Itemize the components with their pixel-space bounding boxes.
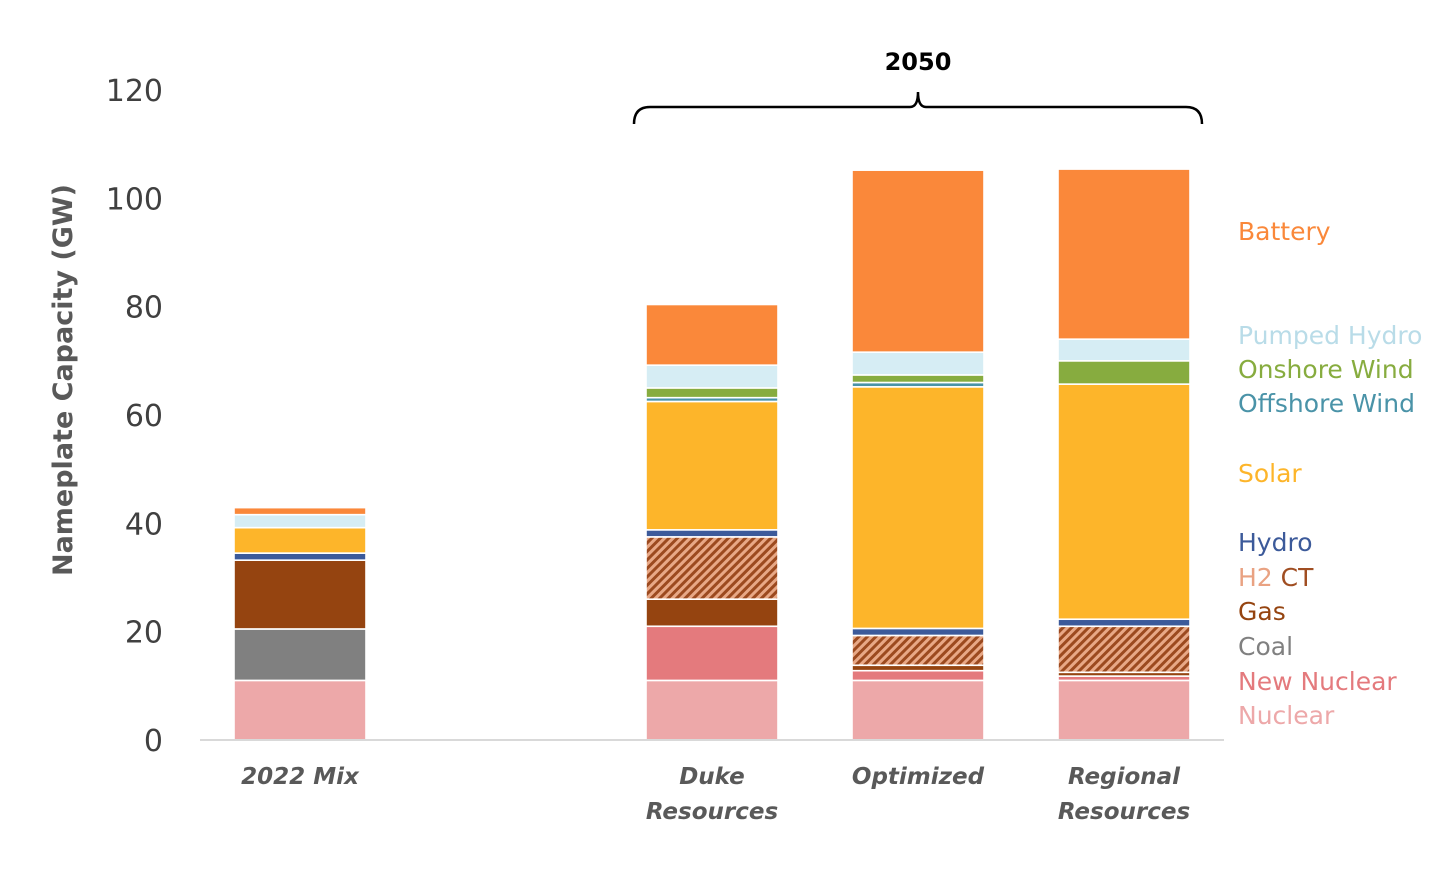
bar-segment-new-nuclear xyxy=(645,625,779,682)
bar-segment-gas xyxy=(645,598,779,628)
bar-segment-pumped-hydro xyxy=(233,513,367,529)
legend-entry-new-nuclear: New Nuclear xyxy=(1238,667,1397,696)
plot-area: 0 20 40 60 80 100 120 Nameplate Capacity (GW) 20… xyxy=(48,48,1422,825)
y-tick-label: 100 xyxy=(106,182,163,217)
bar-segment-nuclear xyxy=(851,679,985,741)
group-bracket xyxy=(632,91,1204,125)
bar-segment-solar xyxy=(233,526,367,554)
bar-segment-onshore-wind xyxy=(645,387,779,399)
x-tick-label: Resources xyxy=(1058,799,1190,825)
bar-segment-gas xyxy=(233,559,367,630)
bar-segment-battery xyxy=(645,303,779,366)
x-tick-label: Optimized xyxy=(852,764,985,790)
x-tick-label: Duke xyxy=(679,764,745,790)
bar-segment-h2-ct xyxy=(645,536,779,600)
bar-segment-hydro xyxy=(851,627,985,637)
bar-segment-solar xyxy=(851,386,985,630)
bar-segment-pumped-hydro xyxy=(1057,338,1191,362)
bar-segment-onshore-wind xyxy=(851,374,985,384)
bar-segment-pumped-hydro xyxy=(851,351,985,376)
bar-segment-hydro xyxy=(1057,618,1191,628)
bar-segment-gas xyxy=(851,664,985,672)
legend-entry-solar: Solar xyxy=(1238,459,1302,488)
bar-segment-new-nuclear xyxy=(851,669,985,682)
bar-segment-nuclear xyxy=(233,679,367,741)
group-label: 2050 xyxy=(885,48,952,76)
legend-entry-offshore-wind: Offshore Wind xyxy=(1238,389,1415,418)
bar-segment-pumped-hydro xyxy=(645,364,779,389)
bar-segment-solar xyxy=(1057,383,1191,621)
bar-segment-hydro xyxy=(645,529,779,538)
bar-segment-battery xyxy=(1057,168,1191,340)
bar-segment-battery xyxy=(851,169,985,353)
bar-segment-nuclear xyxy=(1057,679,1191,741)
bar-segment-solar xyxy=(645,400,779,531)
legend-entry-coal: Coal xyxy=(1238,632,1293,661)
bar-segment-coal xyxy=(233,628,367,682)
x-tick-label: 2022 Mix xyxy=(241,764,360,790)
y-tick-label: 60 xyxy=(125,399,163,434)
legend-entry-hydro: Hydro xyxy=(1238,528,1313,557)
bar-segment-h2-ct xyxy=(1057,625,1191,674)
legend-entry-onshore-wind: Onshore Wind xyxy=(1238,355,1414,384)
x-tick-label: Resources xyxy=(646,799,778,825)
y-tick-label: 40 xyxy=(125,507,163,542)
y-tick-label: 0 xyxy=(144,724,163,759)
y-tick-label: 120 xyxy=(106,74,163,109)
bar-segment-nuclear xyxy=(645,679,779,741)
bar-segment-hydro xyxy=(233,552,367,561)
x-tick-label: Regional xyxy=(1068,764,1181,790)
y-tick-label: 80 xyxy=(125,291,163,326)
bar-segment-h2-ct xyxy=(851,634,985,667)
legend-entry-pumped-hydro: Pumped Hydro xyxy=(1238,321,1422,350)
legend-entry-battery: Battery xyxy=(1238,217,1331,246)
bar-segment-battery xyxy=(233,506,367,516)
legend-entry-nuclear: Nuclear xyxy=(1238,701,1335,730)
y-tick-label: 20 xyxy=(125,616,163,651)
bar-segment-onshore-wind xyxy=(1057,360,1191,385)
y-axis-label: Nameplate Capacity (GW) xyxy=(48,184,79,576)
legend-entry-gas: Gas xyxy=(1238,597,1286,626)
legend-entry-h2-ct: H2 CT xyxy=(1238,563,1314,592)
